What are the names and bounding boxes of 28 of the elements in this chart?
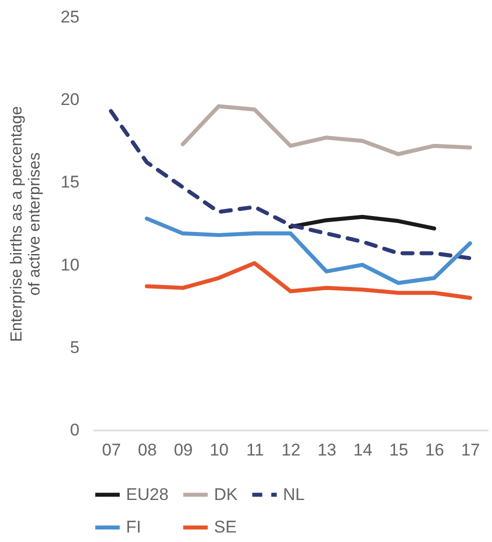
line-series <box>288 214 436 230</box>
line-series <box>180 104 472 156</box>
y-tick-label: 25 <box>60 8 80 26</box>
legend-label: FI <box>126 518 142 536</box>
y-axis-title: Enterprise births as a percentage of active enterprises <box>8 106 44 342</box>
x-tick-label: 11 <box>246 440 264 460</box>
x-tick-label: 09 <box>174 440 193 460</box>
x-tick-label: 16 <box>425 440 444 460</box>
x-tick-label: 10 <box>210 440 229 460</box>
y-tick-label: 5 <box>70 338 80 357</box>
x-tick-label: 15 <box>389 440 408 460</box>
line-series <box>108 109 472 260</box>
legend-label: EU28 <box>126 484 169 504</box>
y-tick-label: 20 <box>60 90 80 110</box>
legend-label: DK <box>214 484 238 504</box>
legend-label: NL <box>283 484 305 504</box>
x-tick-label: 13 <box>317 440 336 460</box>
y-tick-label: 0 <box>70 420 80 440</box>
x-tick-label: 07 <box>102 440 121 460</box>
line-series <box>144 261 472 300</box>
y-tick-label: 15 <box>60 172 80 192</box>
x-tick-label: 08 <box>138 440 157 460</box>
line-series <box>144 216 472 285</box>
legend-label: SE <box>214 518 237 536</box>
x-tick-label: 17 <box>461 440 480 460</box>
x-tick-label: 12 <box>282 440 300 460</box>
y-tick-label: 10 <box>60 255 80 274</box>
x-tick-label: 14 <box>353 440 372 460</box>
